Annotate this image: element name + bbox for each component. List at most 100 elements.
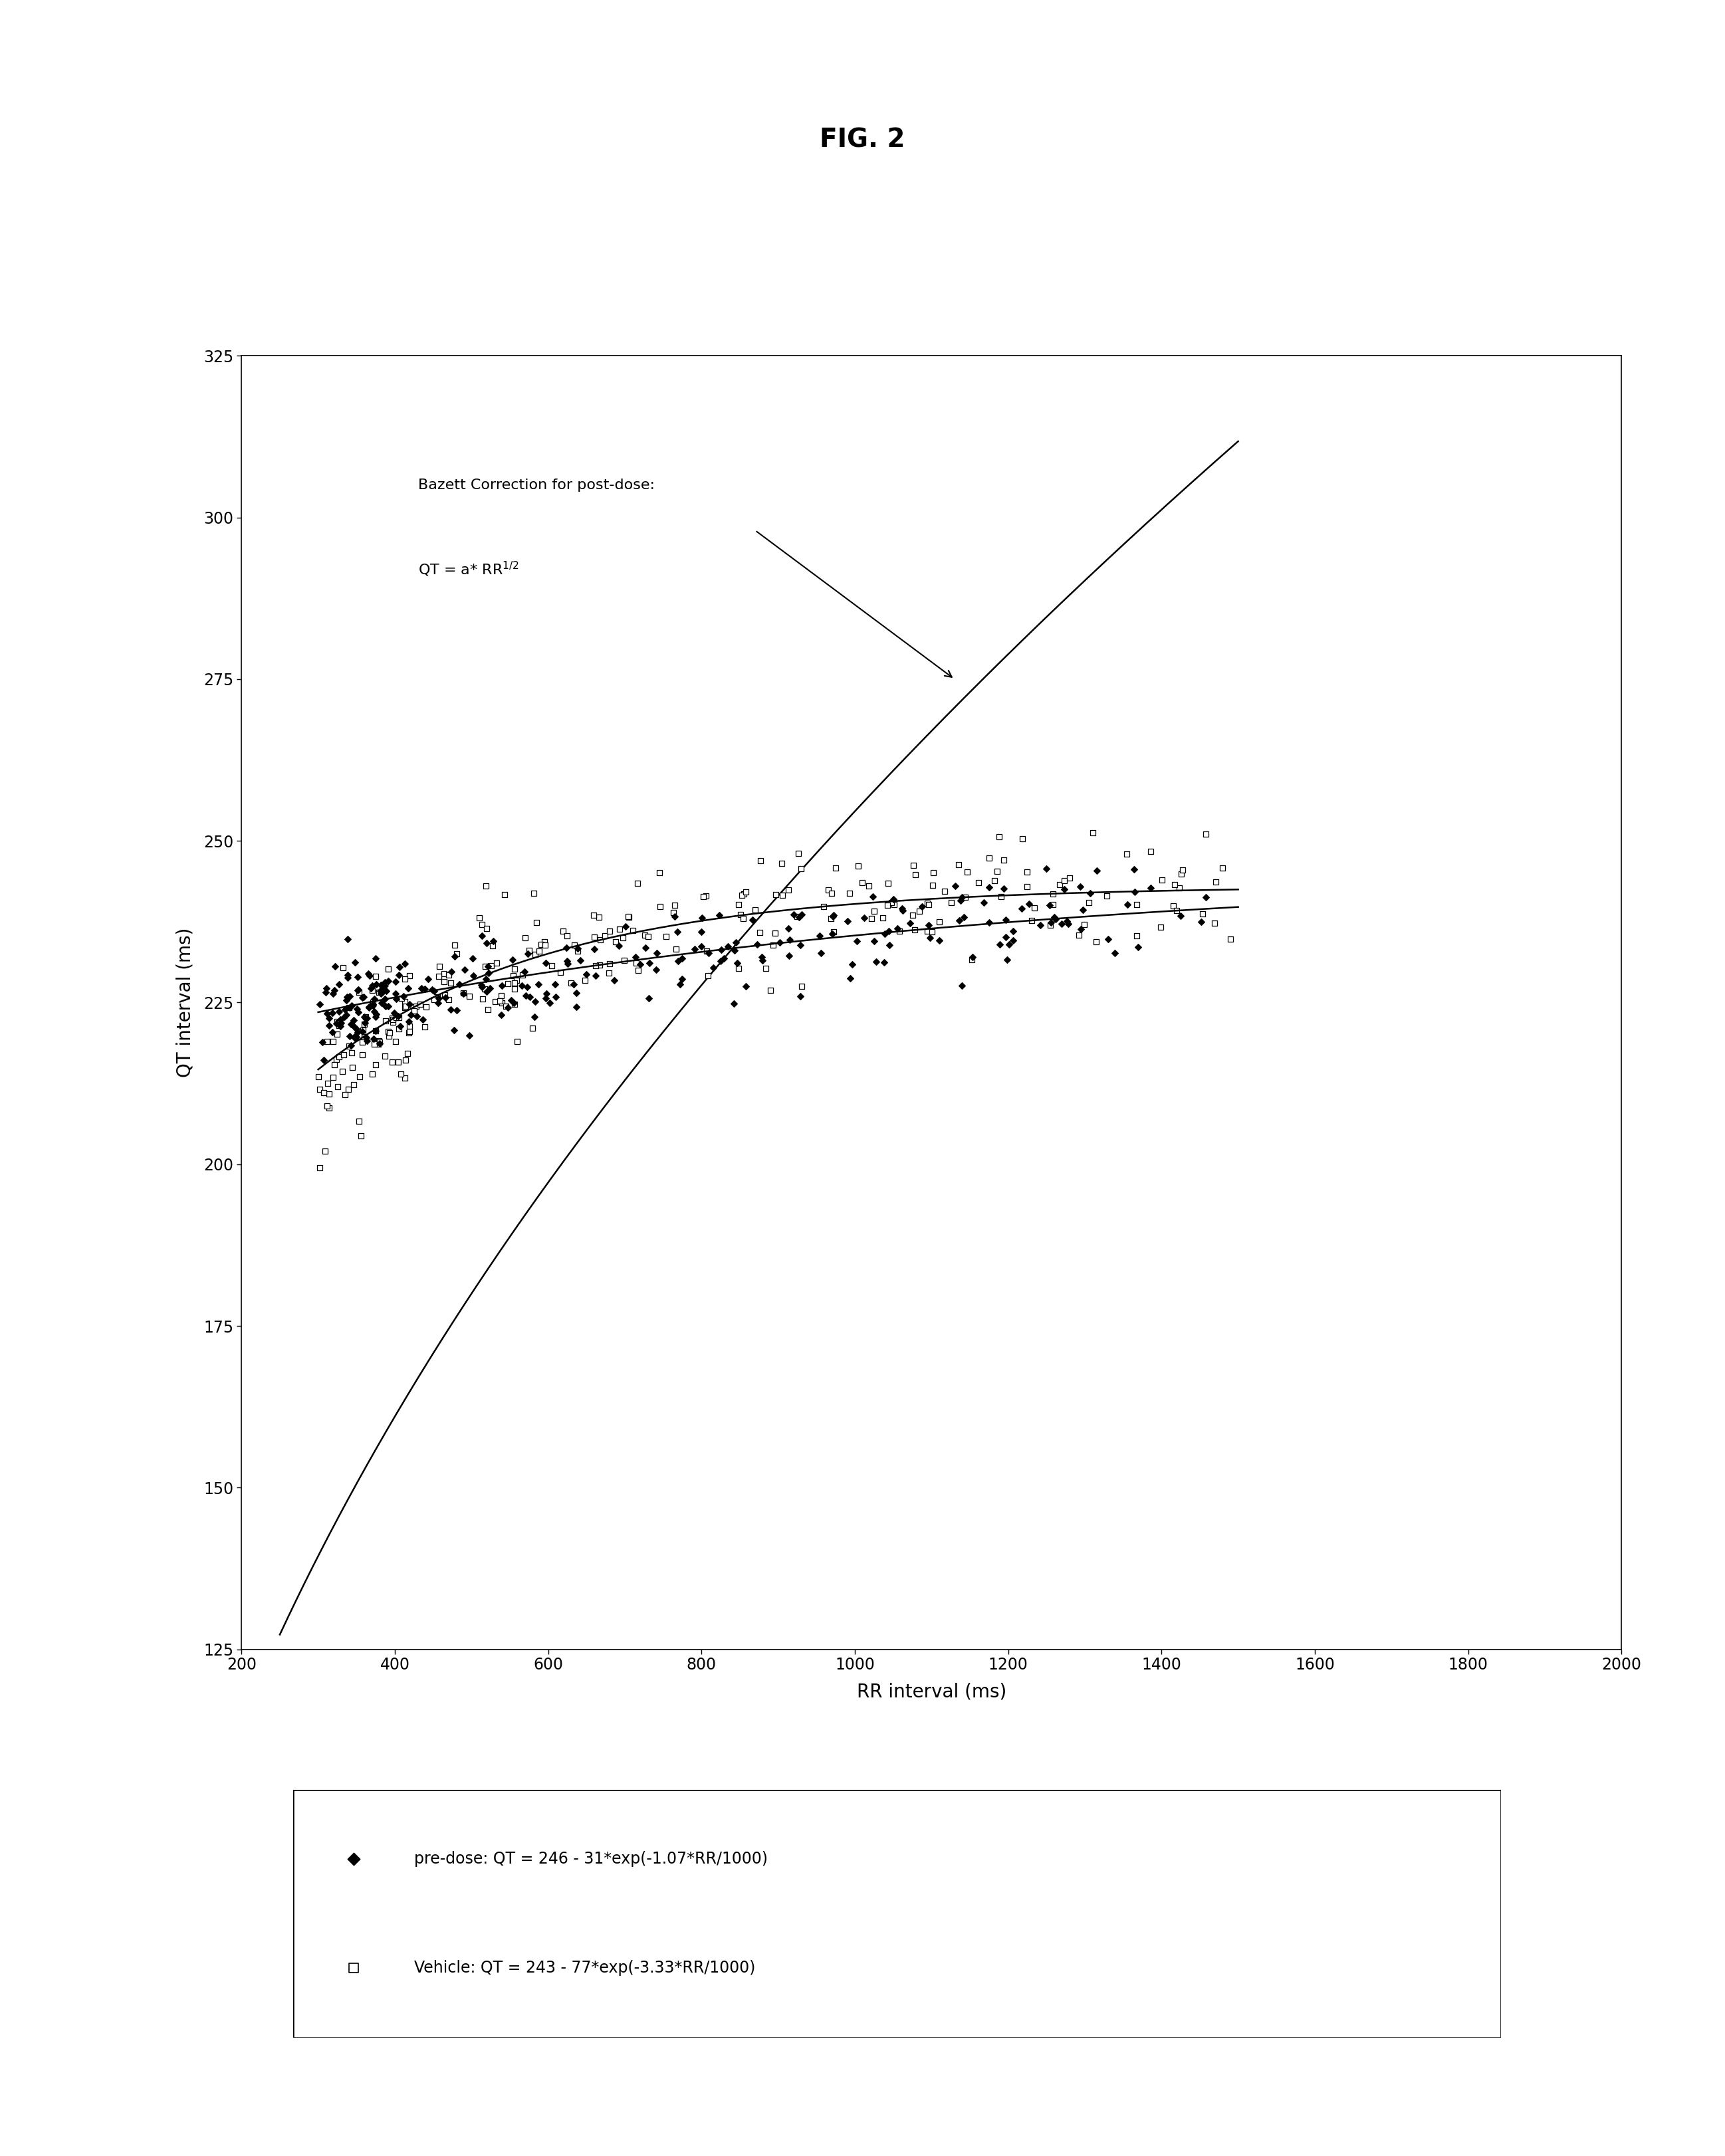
Point <box>383 1000 411 1035</box>
Point <box>897 906 925 940</box>
Point <box>1187 906 1214 940</box>
Point <box>347 1119 374 1153</box>
Point <box>1070 893 1097 927</box>
Point <box>314 1089 342 1123</box>
Point <box>726 897 754 931</box>
Point <box>312 975 340 1009</box>
Point <box>585 899 612 934</box>
Point <box>345 972 373 1007</box>
Point <box>369 970 397 1005</box>
Point <box>721 925 749 959</box>
Point <box>343 1015 371 1050</box>
Point <box>745 914 773 949</box>
Point <box>376 1020 404 1054</box>
Point <box>1137 871 1164 906</box>
Point <box>788 970 816 1005</box>
Point <box>888 893 916 927</box>
Point <box>1216 921 1244 955</box>
Point <box>354 1000 381 1035</box>
Point <box>486 983 514 1018</box>
Point <box>681 931 709 966</box>
Point <box>424 959 452 994</box>
Point <box>554 918 581 953</box>
Point <box>397 998 424 1033</box>
Point <box>1113 837 1140 871</box>
Point <box>914 908 942 942</box>
Point <box>442 940 469 975</box>
Point <box>1101 936 1128 970</box>
Point <box>316 1076 343 1110</box>
Point <box>542 968 569 1003</box>
Point <box>500 959 528 994</box>
Point <box>547 955 574 990</box>
Point <box>390 979 417 1013</box>
Point <box>371 966 398 1000</box>
Point <box>355 990 383 1024</box>
Point <box>666 966 693 1000</box>
Point <box>386 1009 414 1044</box>
Point <box>1170 852 1197 886</box>
Point <box>385 957 412 992</box>
Point <box>554 944 581 979</box>
Point <box>333 998 361 1033</box>
Point <box>326 1003 354 1037</box>
Point <box>374 990 402 1024</box>
Point <box>397 959 424 994</box>
Point <box>471 972 499 1007</box>
Point <box>367 968 395 1003</box>
Point <box>602 925 630 959</box>
Point <box>562 990 590 1024</box>
Point <box>435 957 462 992</box>
Point <box>659 895 687 929</box>
Point <box>504 1024 531 1059</box>
Point <box>319 996 347 1031</box>
Point <box>775 873 802 908</box>
Point <box>361 1022 388 1056</box>
Point <box>643 936 671 970</box>
Point <box>443 994 471 1028</box>
Point <box>319 1024 347 1059</box>
Point <box>397 1009 424 1044</box>
Point <box>949 880 976 914</box>
Point <box>343 1020 371 1054</box>
Point <box>833 903 861 938</box>
Point <box>1007 890 1035 925</box>
Point <box>1209 849 1237 884</box>
Point <box>949 968 976 1003</box>
Point <box>1042 901 1069 936</box>
Point <box>1066 869 1094 903</box>
Point <box>819 899 847 934</box>
Point <box>1033 852 1061 886</box>
Point <box>1123 918 1151 953</box>
Point <box>483 946 511 981</box>
Point <box>999 923 1026 957</box>
Point <box>752 951 780 985</box>
Point <box>635 946 662 981</box>
Point <box>564 934 592 968</box>
Point <box>573 957 600 992</box>
Point <box>419 972 447 1007</box>
Point <box>371 968 398 1003</box>
Point <box>395 970 423 1005</box>
Point <box>438 955 466 990</box>
Point <box>1080 815 1107 849</box>
Point <box>818 901 845 936</box>
Point <box>668 940 695 975</box>
Point <box>664 914 692 949</box>
Point <box>500 985 528 1020</box>
Point <box>975 871 1002 906</box>
Point <box>326 994 354 1028</box>
Point <box>861 923 888 957</box>
Point <box>352 1020 380 1054</box>
Point <box>381 964 409 998</box>
Point <box>310 1076 338 1110</box>
Point <box>707 944 735 979</box>
Point <box>340 1009 367 1044</box>
Point <box>431 981 459 1015</box>
Point <box>343 972 371 1007</box>
Point <box>783 899 811 934</box>
Point <box>631 918 659 953</box>
Point <box>983 854 1011 888</box>
Point <box>1019 890 1047 925</box>
Point <box>1168 856 1195 890</box>
